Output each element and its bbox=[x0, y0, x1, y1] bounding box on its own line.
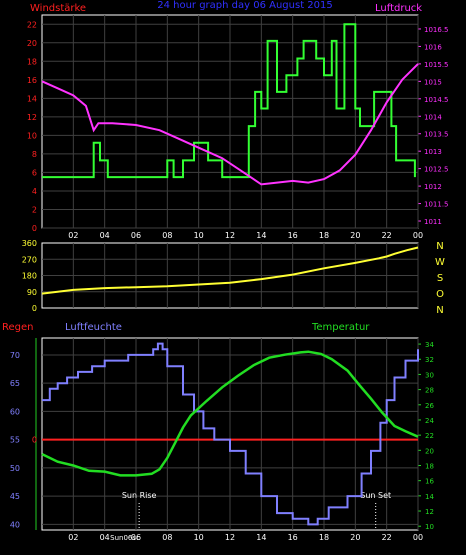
x-tick-label: 20 bbox=[350, 533, 360, 542]
x-tick-label: 10 bbox=[194, 231, 204, 240]
x-tick-label: 04 bbox=[100, 533, 110, 542]
header-right-label: Luftdruck bbox=[375, 3, 422, 14]
x-tick-label: 02 bbox=[68, 533, 78, 542]
humidity-tick-label: 55 bbox=[10, 436, 20, 445]
direction-tick-label: 270 bbox=[22, 255, 37, 264]
pressure-tick-label: 1013.5 bbox=[424, 131, 449, 139]
rain-axis-title: Regen bbox=[2, 322, 34, 333]
direction-tick-label: 90 bbox=[27, 288, 37, 297]
temperature-tick-label: 20 bbox=[425, 447, 434, 455]
wind-tick-label: 22 bbox=[27, 20, 37, 29]
wind-tick-label: 2 bbox=[32, 205, 37, 214]
pressure-tick-label: 1016.5 bbox=[424, 26, 449, 34]
temperature-axis-title: Temperatur bbox=[311, 322, 370, 333]
wind-tick-label: 18 bbox=[27, 57, 37, 66]
x-tick-label: 22 bbox=[382, 231, 392, 240]
x-tick-label: 22 bbox=[382, 533, 392, 542]
pressure-tick-label: 1014 bbox=[424, 113, 442, 121]
pressure-tick-label: 1013 bbox=[424, 148, 442, 156]
humidity-temperature-panel: 40 45 50 55 60 65 70 10 12 14 16 18 20 22 24 26 28 30 32 34… bbox=[10, 337, 434, 542]
sun-annotation-label: Sun Set bbox=[360, 491, 391, 500]
pressure-tick-label: 1015 bbox=[424, 78, 442, 86]
direction-tick-label: 360 bbox=[22, 239, 37, 248]
temperature-tick-label: 10 bbox=[425, 523, 434, 531]
pressure-line bbox=[41, 63, 419, 186]
wind-tick-label: 0 bbox=[32, 224, 37, 233]
humidity-tick-label: 60 bbox=[10, 407, 20, 416]
wind-tick-label: 10 bbox=[27, 131, 37, 140]
rain-tick-label: 0 bbox=[32, 436, 37, 445]
sun-annotation-label: Sun Rise bbox=[122, 491, 157, 500]
humidity-tick-label: 70 bbox=[10, 351, 20, 360]
temperature-tick-label: 28 bbox=[425, 387, 434, 395]
temperature-tick-label: 26 bbox=[425, 402, 434, 410]
humidity-axis-title: Luftfeuchte bbox=[65, 322, 122, 333]
x-tick-label: 16 bbox=[288, 231, 298, 240]
wind-tick-label: 14 bbox=[27, 94, 37, 103]
compass-label: O bbox=[436, 289, 444, 300]
humidity-tick-label: 45 bbox=[10, 492, 20, 501]
x-tick-label: 04 bbox=[100, 231, 110, 240]
humidity-tick-label: 40 bbox=[10, 520, 20, 529]
wind-tick-label: 20 bbox=[27, 39, 37, 48]
x-tick-label: 06 bbox=[131, 231, 141, 240]
pressure-tick-label: 1012 bbox=[424, 183, 442, 191]
pressure-tick-label: 1012.5 bbox=[424, 166, 449, 174]
pressure-tick-label: 1015.5 bbox=[424, 61, 449, 69]
wind-tick-label: 6 bbox=[32, 168, 37, 177]
compass-label: N bbox=[436, 305, 443, 316]
compass-label: W bbox=[435, 257, 445, 268]
pressure-tick-label: 1011 bbox=[424, 218, 442, 226]
x-tick-label: 18 bbox=[319, 231, 329, 240]
x-tick-label: 00 bbox=[413, 231, 423, 240]
direction-tick-label: 0 bbox=[32, 304, 37, 313]
temperature-tick-label: 16 bbox=[425, 478, 434, 486]
sun-annotation-label: Sun06sc bbox=[110, 534, 140, 542]
x-tick-label: 20 bbox=[350, 231, 360, 240]
wind-direction-line bbox=[41, 246, 419, 295]
x-tick-label: 08 bbox=[162, 533, 172, 542]
temperature-line bbox=[41, 350, 419, 477]
wind-tick-label: 8 bbox=[32, 150, 37, 159]
humidity-tick-label: 65 bbox=[10, 379, 20, 388]
x-tick-label: 14 bbox=[256, 533, 266, 542]
x-tick-label: 12 bbox=[225, 231, 235, 240]
x-tick-label: 00 bbox=[413, 533, 423, 542]
humidity-line bbox=[42, 342, 419, 526]
pressure-tick-label: 1016 bbox=[424, 43, 442, 51]
x-tick-label: 12 bbox=[225, 533, 235, 542]
wind-tick-label: 16 bbox=[27, 76, 37, 85]
compass-label: S bbox=[437, 273, 443, 284]
x-tick-label: 16 bbox=[288, 533, 298, 542]
wind-pressure-panel: 024681012141618202210111011.510121012.51… bbox=[27, 14, 449, 240]
x-tick-label: 18 bbox=[319, 533, 329, 542]
humidity-tick-label: 50 bbox=[10, 464, 20, 473]
temperature-tick-label: 18 bbox=[425, 462, 434, 470]
temperature-tick-label: 14 bbox=[425, 493, 434, 501]
wind-tick-label: 4 bbox=[32, 187, 37, 196]
temperature-tick-label: 22 bbox=[425, 432, 434, 440]
compass-label: N bbox=[436, 241, 443, 252]
temperature-tick-label: 34 bbox=[425, 341, 434, 349]
x-tick-label: 08 bbox=[162, 231, 172, 240]
temperature-tick-label: 30 bbox=[425, 371, 434, 379]
chart-title: 24 hour graph day 06 August 2015 bbox=[157, 0, 333, 11]
temperature-tick-label: 32 bbox=[425, 356, 434, 364]
temperature-tick-label: 24 bbox=[425, 417, 434, 425]
x-tick-label: 10 bbox=[194, 533, 204, 542]
x-tick-label: 02 bbox=[68, 231, 78, 240]
pressure-tick-label: 1014.5 bbox=[424, 96, 449, 104]
temperature-tick-label: 12 bbox=[425, 508, 434, 516]
x-tick-label: 14 bbox=[256, 231, 266, 240]
direction-tick-label: 180 bbox=[22, 272, 37, 281]
wind-tick-label: 12 bbox=[27, 113, 37, 122]
header-left-label: Windstärke bbox=[30, 3, 86, 14]
x-tick-label: 06 bbox=[131, 533, 141, 542]
wind-speed-line bbox=[42, 23, 416, 179]
pressure-tick-label: 1011.5 bbox=[424, 201, 449, 209]
